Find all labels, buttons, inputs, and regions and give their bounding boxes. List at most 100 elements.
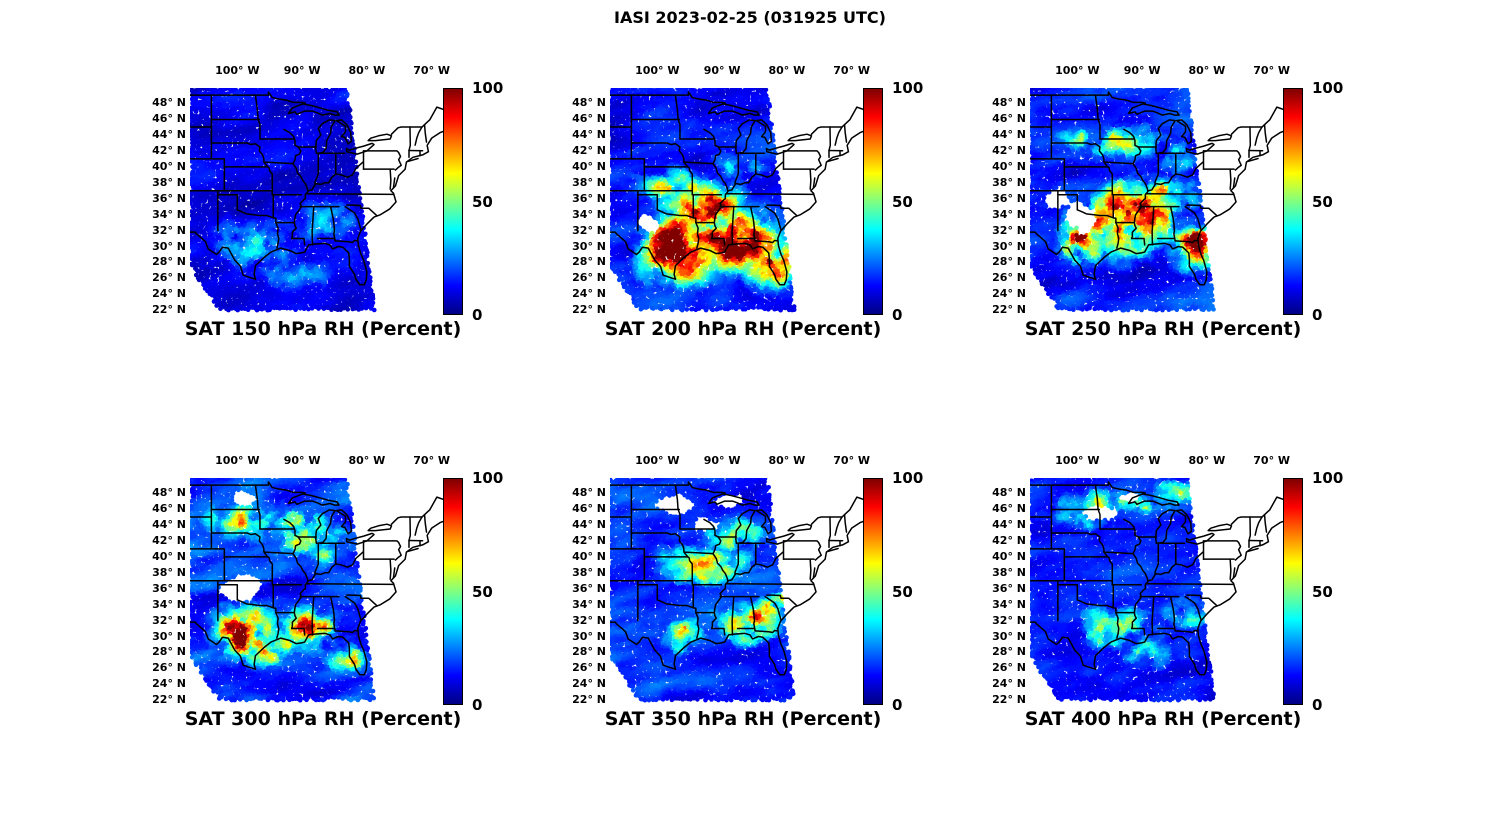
y-tick-label: 34° N [152, 207, 186, 221]
y-tick-label: 32° N [572, 223, 606, 237]
y-tick-label: 36° N [992, 581, 1026, 595]
y-tick-label: 38° N [572, 565, 606, 579]
x-tick-label: 100° W [635, 454, 680, 467]
x-tick-label: 70° W [1253, 454, 1291, 467]
y-tick-label: 46° N [152, 502, 186, 516]
colorbar-tick-label: 0 [892, 306, 903, 324]
colorbar [1283, 478, 1303, 705]
colorbar-tick-label: 0 [472, 306, 483, 324]
panel-250hpa: 100° W 90° W 80° W 70° W 48° N 46° N 44° N 42° … [980, 60, 1400, 370]
y-tick-label: 30° N [572, 629, 606, 643]
y-tick-label: 30° N [572, 239, 606, 253]
y-tick-label: 28° N [572, 645, 606, 659]
y-tick-label: 48° N [152, 486, 186, 500]
colorbar-tick-label: 0 [892, 696, 903, 714]
colorbar-tick-label: 100 [892, 469, 924, 487]
y-tick-label: 22° N [992, 693, 1026, 707]
x-tick-label: 80° W [768, 64, 806, 77]
y-tick-label: 48° N [992, 96, 1026, 110]
y-tick-label: 48° N [572, 96, 606, 110]
x-tick-label: 90° W [1123, 64, 1161, 77]
y-tick-label: 34° N [572, 207, 606, 221]
x-tick-label: 70° W [413, 454, 451, 467]
y-tick-label: 26° N [992, 661, 1026, 675]
y-tick-label: 40° N [992, 159, 1026, 173]
y-tick-label: 24° N [992, 287, 1026, 301]
panel-300hpa: 100° W 90° W 80° W 70° W 48° N 46° N 44° N 42° … [140, 450, 560, 760]
y-tick-label: 48° N [572, 486, 606, 500]
colorbar-tick-label: 50 [472, 192, 493, 211]
y-tick-label: 28° N [152, 255, 186, 269]
y-tick-label: 46° N [152, 112, 186, 126]
panel-350hpa: 100° W 90° W 80° W 70° W 48° N 46° N 44° N 42° … [560, 450, 980, 760]
y-tick-label: 36° N [572, 581, 606, 595]
x-tick-label: 100° W [1055, 64, 1100, 77]
y-tick-label: 24° N [152, 677, 186, 691]
panel-title-400hpa: SAT 400 hPa RH (Percent) [1024, 708, 1302, 730]
colorbar-tick-label: 0 [1312, 696, 1323, 714]
y-tick-label: 32° N [152, 613, 186, 627]
y-tick-label: 44° N [572, 127, 606, 141]
colorbar-tick-label: 100 [892, 79, 924, 97]
colorbar [863, 88, 883, 315]
y-tick-label: 36° N [572, 191, 606, 205]
y-tick-label: 40° N [152, 159, 186, 173]
x-tick-label: 80° W [1188, 64, 1226, 77]
y-tick-label: 42° N [572, 533, 606, 547]
colorbar [1283, 88, 1303, 315]
rh-map-canvas-200hpa [610, 88, 875, 315]
colorbar-tick-label: 100 [1312, 469, 1344, 487]
y-tick-label: 42° N [572, 143, 606, 157]
colorbar-tick-label: 50 [892, 192, 913, 211]
x-tick-label: 70° W [833, 454, 871, 467]
x-tick-label: 80° W [348, 454, 386, 467]
y-tick-label: 40° N [572, 159, 606, 173]
y-tick-label: 46° N [992, 502, 1026, 516]
panel-title-350hpa: SAT 350 hPa RH (Percent) [604, 708, 882, 730]
colorbar-tick-label: 0 [472, 696, 483, 714]
y-tick-label: 46° N [572, 502, 606, 516]
colorbar-tick-label: 100 [472, 79, 504, 97]
y-tick-label: 28° N [992, 255, 1026, 269]
x-tick-label: 100° W [215, 64, 260, 77]
panel-200hpa: 100° W 90° W 80° W 70° W 48° N 46° N 44° N 42° … [560, 60, 980, 370]
y-tick-label: 48° N [152, 96, 186, 110]
y-tick-label: 44° N [152, 517, 186, 531]
x-tick-label: 100° W [1055, 454, 1100, 467]
y-tick-label: 22° N [572, 693, 606, 707]
colorbar [863, 478, 883, 705]
y-tick-label: 42° N [992, 533, 1026, 547]
y-tick-label: 24° N [992, 677, 1026, 691]
x-tick-label: 80° W [768, 454, 806, 467]
colorbar [443, 478, 463, 705]
y-tick-label: 46° N [572, 112, 606, 126]
y-tick-label: 32° N [572, 613, 606, 627]
x-tick-label: 90° W [283, 454, 321, 467]
y-tick-label: 26° N [992, 271, 1026, 285]
colorbar-tick-label: 50 [472, 582, 493, 601]
y-tick-label: 40° N [992, 549, 1026, 563]
x-tick-label: 90° W [703, 454, 741, 467]
colorbar [443, 88, 463, 315]
y-tick-label: 30° N [152, 629, 186, 643]
y-tick-label: 42° N [152, 533, 186, 547]
y-tick-label: 46° N [992, 112, 1026, 126]
colorbar-tick-label: 100 [472, 469, 504, 487]
y-tick-label: 36° N [992, 191, 1026, 205]
x-tick-label: 90° W [703, 64, 741, 77]
y-tick-label: 22° N [992, 303, 1026, 317]
y-tick-label: 32° N [992, 223, 1026, 237]
colorbar-tick-label: 50 [892, 582, 913, 601]
rh-map-canvas-250hpa [1030, 88, 1295, 315]
rh-map-canvas-400hpa [1030, 478, 1295, 705]
rh-map-canvas-350hpa [610, 478, 875, 705]
panel-title-150hpa: SAT 150 hPa RH (Percent) [184, 318, 462, 340]
x-tick-label: 70° W [833, 64, 871, 77]
y-tick-label: 24° N [572, 287, 606, 301]
panel-400hpa: 100° W 90° W 80° W 70° W 48° N 46° N 44° N 42° … [980, 450, 1400, 760]
y-tick-label: 36° N [152, 191, 186, 205]
x-tick-label: 80° W [1188, 454, 1226, 467]
y-tick-label: 26° N [152, 271, 186, 285]
y-tick-label: 42° N [992, 143, 1026, 157]
y-tick-label: 44° N [152, 127, 186, 141]
